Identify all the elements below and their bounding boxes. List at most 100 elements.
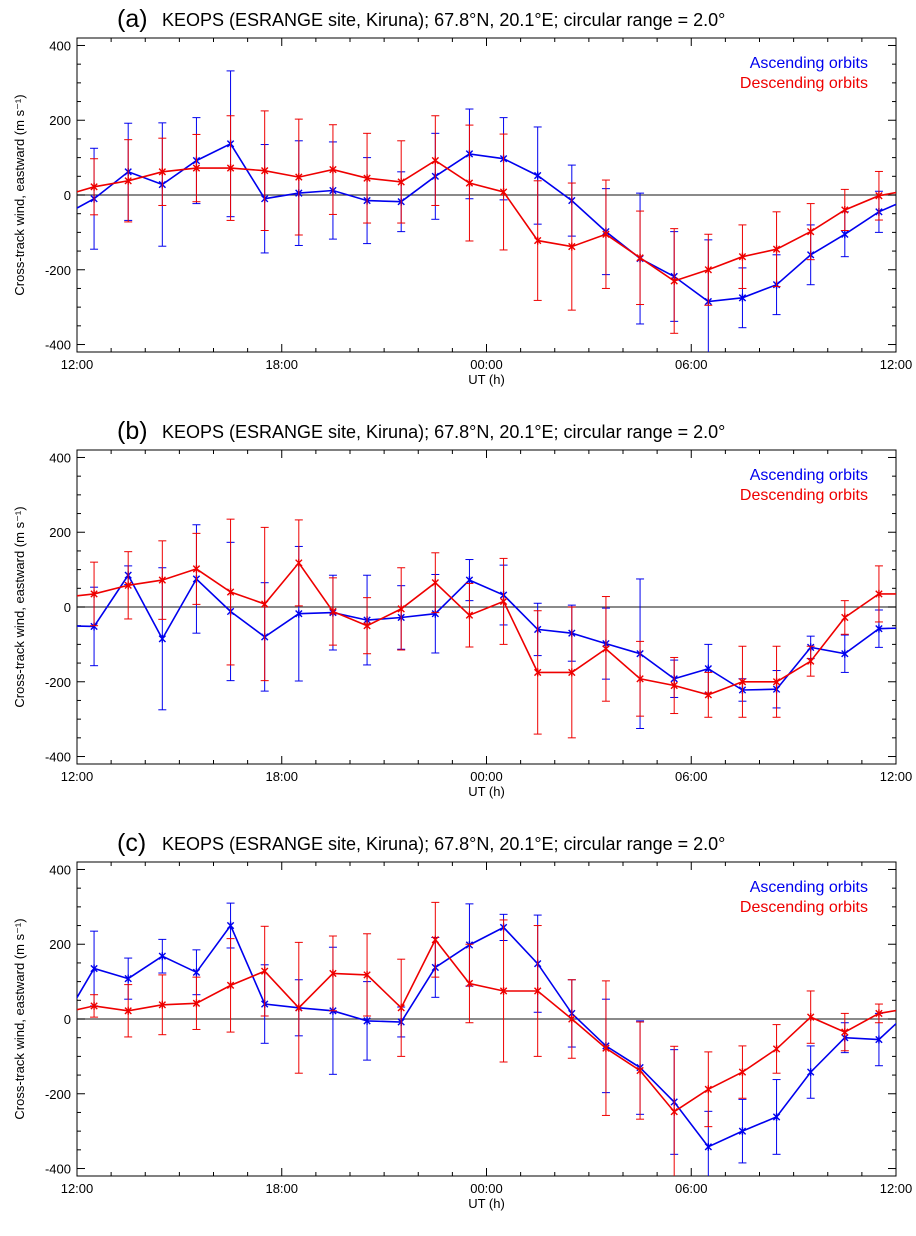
series-line-0 — [77, 142, 896, 303]
data-point — [875, 191, 883, 200]
chart-panel-c: (c) KEOPS (ESRANGE site, Kiruna); 67.8°N,… — [0, 824, 916, 1236]
x-tick-label: 12:00 — [880, 1181, 913, 1196]
data-point — [568, 668, 576, 677]
data-point — [568, 242, 576, 251]
y-tick-label: -200 — [45, 1087, 71, 1102]
data-point — [533, 171, 542, 180]
data-point — [57, 1022, 63, 1030]
data-point — [226, 164, 235, 173]
data-point — [363, 970, 371, 979]
x-tick-label: 00:00 — [470, 357, 503, 372]
data-point — [875, 1009, 883, 1018]
plot-area — [57, 70, 916, 352]
y-tick-label: 200 — [49, 937, 71, 952]
data-point — [90, 182, 98, 191]
data-point — [158, 167, 167, 176]
data-point — [226, 588, 235, 597]
y-axis-label: Cross-track wind, eastward (m s⁻¹) — [12, 918, 27, 1119]
panel-label: (a) — [117, 5, 148, 33]
data-point — [124, 581, 132, 590]
y-tick-label: 0 — [64, 600, 71, 615]
chart-b: (b) KEOPS (ESRANGE site, Kiruna); 67.8°N,… — [12, 417, 916, 799]
data-point — [910, 590, 916, 598]
y-tick-label: 0 — [64, 1012, 71, 1027]
data-point — [772, 1112, 781, 1121]
series-line-0 — [77, 573, 896, 691]
data-point — [226, 981, 235, 990]
chart-title: KEOPS (ESRANGE site, Kiruna); 67.8°N, 20… — [162, 834, 725, 854]
x-axis-label: UT (h) — [468, 1196, 505, 1211]
data-point — [226, 921, 235, 930]
data-point — [841, 230, 849, 239]
data-point — [90, 1001, 98, 1010]
x-tick-label: 12:00 — [880, 769, 913, 784]
data-point — [910, 1004, 916, 1012]
data-point — [704, 690, 713, 699]
data-point — [533, 236, 542, 245]
data-point — [533, 986, 542, 995]
y-tick-label: -200 — [45, 263, 71, 278]
data-point — [910, 185, 916, 193]
chart-panel-b: (b) KEOPS (ESRANGE site, Kiruna); 67.8°N,… — [0, 412, 916, 824]
data-point — [260, 600, 269, 609]
data-point — [806, 227, 815, 236]
chart-a: (a) KEOPS (ESRANGE site, Kiruna); 67.8°N,… — [12, 5, 916, 387]
x-tick-label: 00:00 — [470, 769, 503, 784]
data-point — [738, 677, 747, 686]
y-tick-label: 200 — [49, 113, 71, 128]
data-point — [772, 1044, 781, 1053]
plot-area — [57, 901, 916, 1176]
data-point — [465, 576, 474, 585]
data-point — [910, 193, 916, 201]
data-point — [363, 1016, 371, 1025]
data-point — [363, 174, 371, 183]
data-point — [329, 607, 337, 616]
data-point — [910, 1004, 916, 1012]
data-point — [875, 624, 883, 633]
x-tick-label: 18:00 — [265, 1181, 298, 1196]
data-point — [738, 252, 747, 261]
y-tick-label: 400 — [49, 450, 71, 465]
data-point — [397, 1003, 405, 1012]
data-point — [704, 265, 713, 274]
y-axis-label: Cross-track wind, eastward (m s⁻¹) — [12, 506, 27, 707]
legend-entry-1: Descending orbits — [740, 899, 868, 916]
y-tick-label: 0 — [64, 188, 71, 203]
x-tick-label: 18:00 — [265, 357, 298, 372]
data-point — [431, 935, 440, 944]
x-tick-label: 18:00 — [265, 769, 298, 784]
x-axis-label: UT (h) — [468, 784, 505, 799]
data-point — [397, 177, 405, 186]
data-point — [57, 1009, 63, 1017]
data-point — [124, 176, 132, 185]
data-point — [875, 1035, 883, 1044]
y-tick-label: -400 — [45, 1162, 71, 1177]
data-point — [158, 634, 167, 643]
data-point — [57, 193, 63, 201]
data-point — [90, 589, 98, 598]
data-point — [57, 594, 63, 602]
legend-entry-1: Descending orbits — [740, 487, 868, 504]
data-point — [636, 674, 644, 683]
y-tick-label: 400 — [49, 38, 71, 53]
x-tick-label: 12:00 — [61, 357, 94, 372]
x-tick-label: 12:00 — [61, 769, 94, 784]
data-point — [465, 179, 474, 188]
chart-title: KEOPS (ESRANGE site, Kiruna); 67.8°N, 20… — [162, 10, 725, 30]
data-point — [124, 1006, 132, 1015]
data-point — [192, 564, 201, 573]
data-point — [841, 613, 849, 622]
data-point — [295, 173, 303, 182]
data-point — [499, 597, 508, 606]
data-point — [57, 213, 63, 221]
panel-label: (b) — [117, 417, 148, 445]
data-point — [738, 1068, 747, 1077]
data-point — [431, 156, 440, 165]
data-point — [670, 1107, 678, 1116]
data-point — [363, 621, 371, 630]
chart-panel-a: (a) KEOPS (ESRANGE site, Kiruna); 67.8°N,… — [0, 0, 916, 412]
x-tick-label: 06:00 — [675, 357, 708, 372]
data-point — [806, 1068, 815, 1077]
data-point — [260, 967, 269, 976]
data-point — [499, 986, 508, 995]
